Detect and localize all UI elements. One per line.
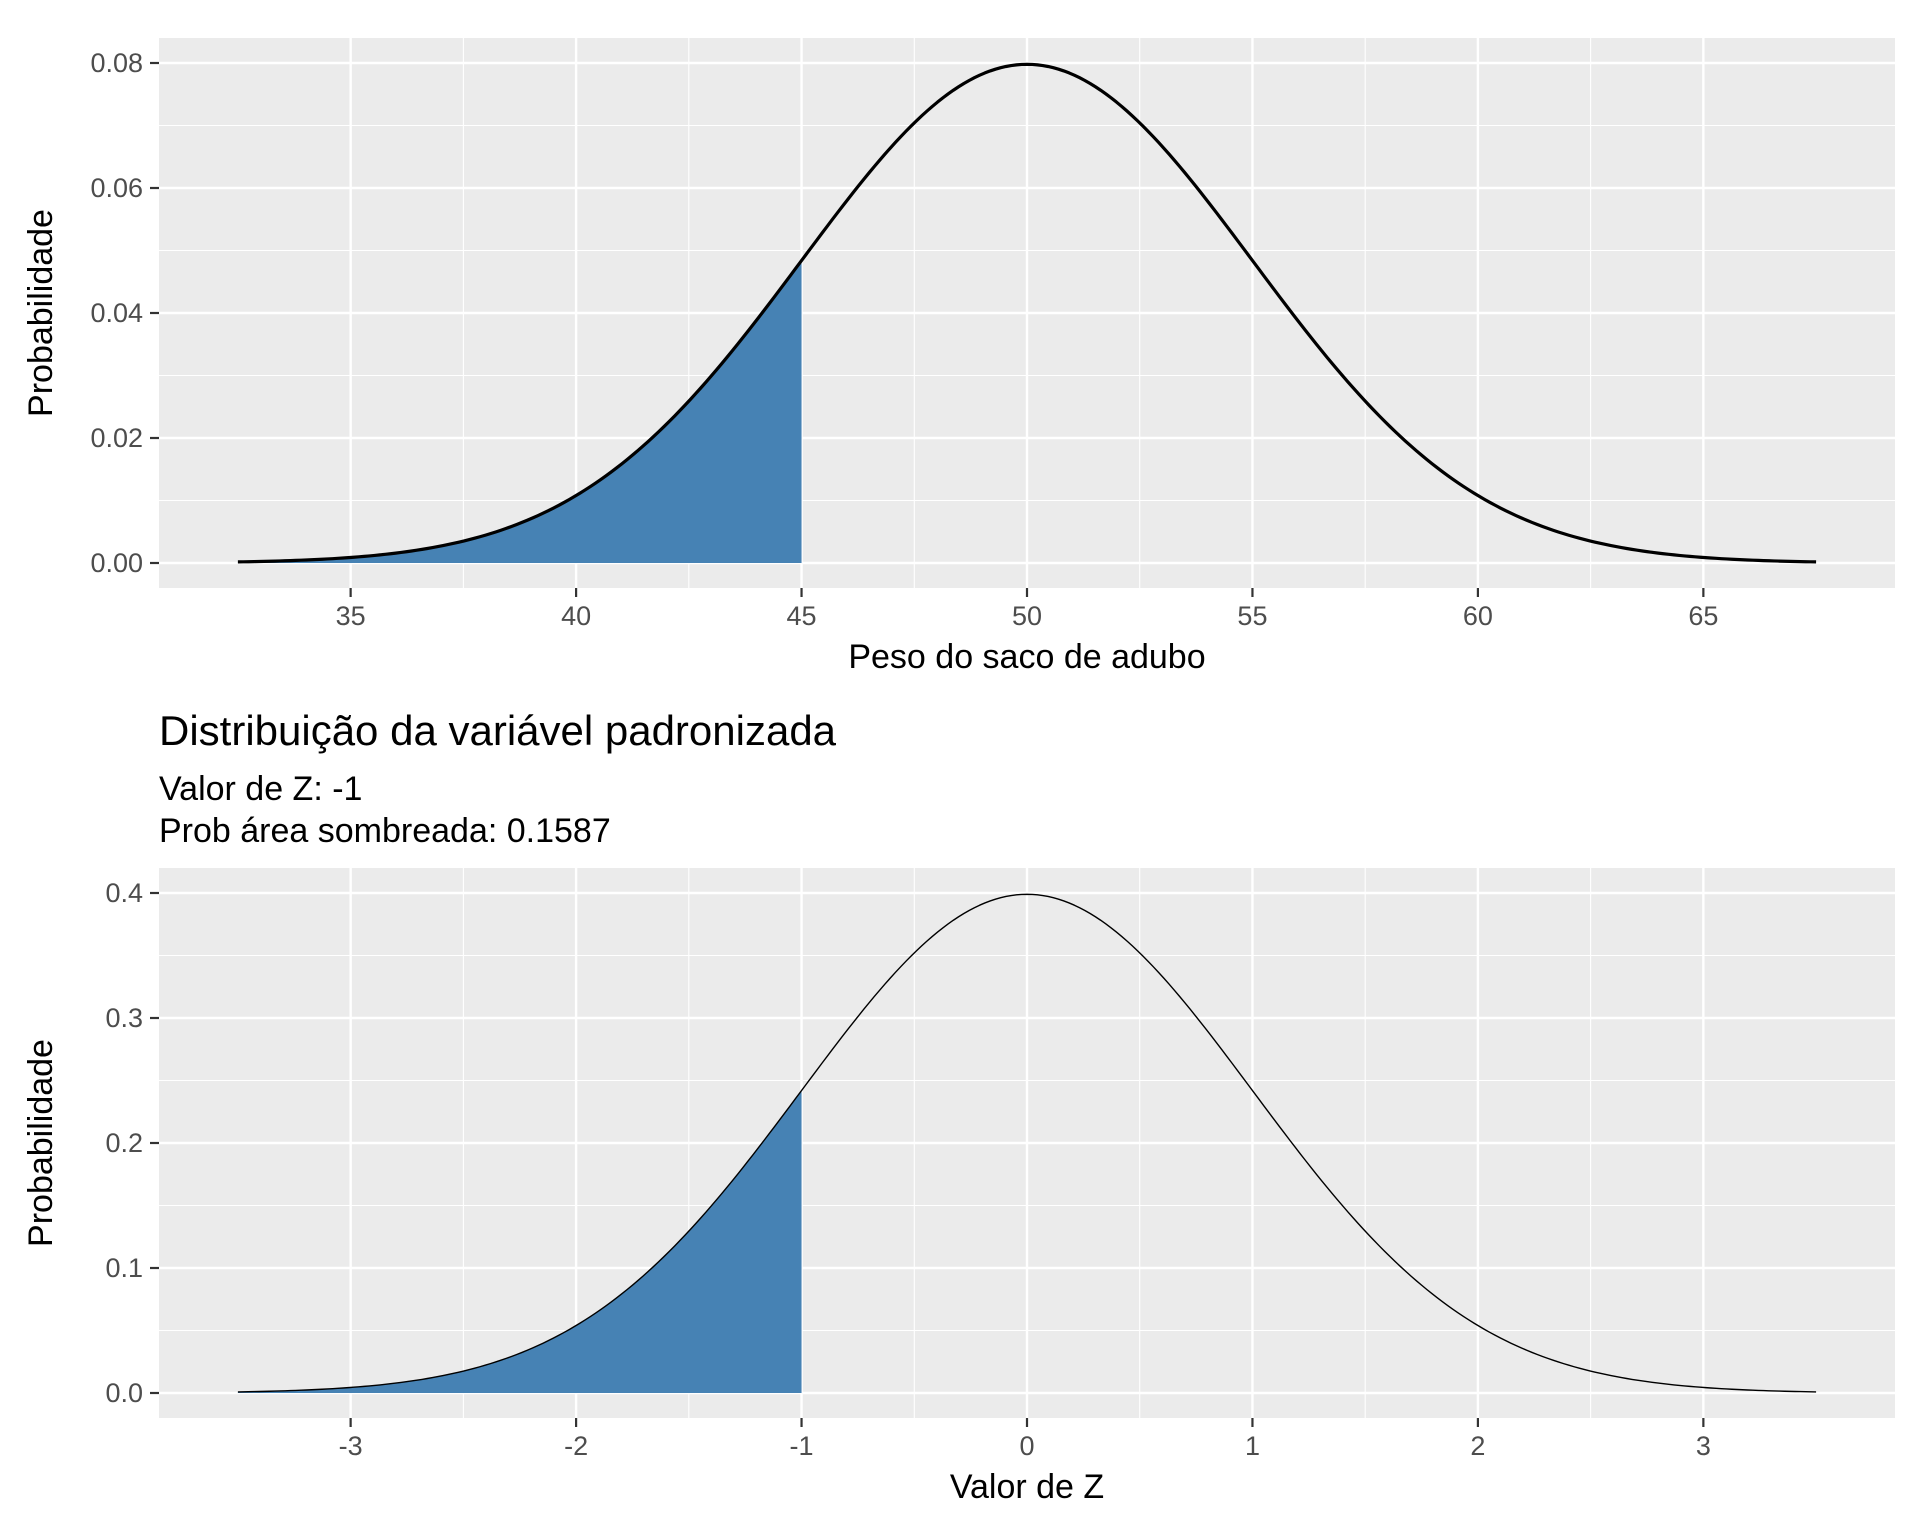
y-tick-label: 0.06 [90, 173, 143, 203]
x-tick-label: 65 [1688, 601, 1718, 631]
y-axis-title: Probabilidade [22, 1039, 60, 1247]
x-tick-label: 2 [1470, 1431, 1485, 1461]
x-tick-label: 60 [1463, 601, 1493, 631]
chart-panel-2: -3 -2 -1 0 1 2 3 0.0 0.1 0.2 0.3 0.4 Valor de Z Proba… [22, 707, 1895, 1506]
density-curve [237, 893, 1817, 1393]
shaded-area [237, 260, 802, 563]
x-tick-label: 40 [561, 601, 591, 631]
y-tick-label: 0.08 [90, 48, 143, 78]
x-tick-label: 55 [1237, 601, 1267, 631]
y-tick-label: 0.0 [105, 1378, 143, 1408]
x-tick-label: 1 [1245, 1431, 1260, 1461]
x-tick-label: 3 [1696, 1431, 1711, 1461]
x-axis-title: Valor de Z [950, 1468, 1104, 1506]
plot-title: Distribuição da variável padronizada [159, 707, 837, 754]
y-tick-label: 0.00 [90, 548, 143, 578]
density-curve [237, 62, 1817, 564]
shaded-area [237, 1090, 802, 1393]
plot-subtitle-line: Valor de Z: -1 [159, 770, 362, 808]
chart-panel-1: 35 40 45 50 55 60 65 0.00 0.02 0.04 0.06 0.08 Peso d… [22, 38, 1895, 676]
x-tick-label: 50 [1012, 601, 1042, 631]
x-tick-label: -2 [564, 1431, 588, 1461]
x-tick-label: 45 [787, 601, 817, 631]
y-tick-label: 0.02 [90, 423, 143, 453]
x-tick-label: 35 [336, 601, 366, 631]
y-tick-label: 0.3 [105, 1003, 143, 1033]
y-tick-label: 0.2 [105, 1128, 143, 1158]
y-tick-label: 0.4 [105, 878, 143, 908]
x-tick-label: -1 [790, 1431, 814, 1461]
x-tick-label: 0 [1019, 1431, 1034, 1461]
y-axis-title: Probabilidade [22, 209, 60, 417]
y-tick-label: 0.04 [90, 298, 143, 328]
plot-subtitle-line: Prob área sombreada: 0.1587 [159, 812, 611, 850]
y-tick-label: 0.1 [105, 1253, 143, 1283]
x-axis-title: Peso do saco de adubo [848, 638, 1205, 676]
x-tick-label: -3 [339, 1431, 363, 1461]
